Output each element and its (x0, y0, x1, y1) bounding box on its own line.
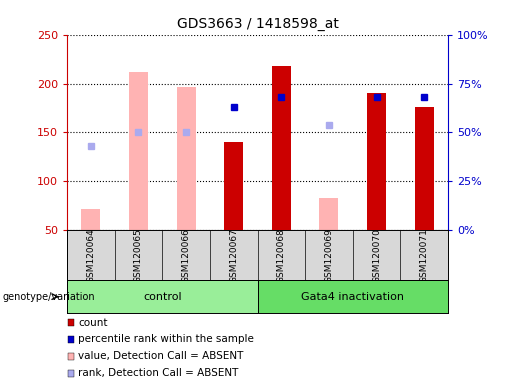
Text: GDS3663 / 1418598_at: GDS3663 / 1418598_at (177, 17, 338, 31)
Text: GSM120067: GSM120067 (229, 228, 238, 283)
Bar (68, 353, 74, 360)
Bar (68, 319, 74, 326)
Bar (224, 142, 243, 230)
Bar (367, 93, 386, 230)
Text: GSM120066: GSM120066 (182, 228, 191, 283)
Text: GSM120069: GSM120069 (324, 228, 333, 283)
Text: GSM120068: GSM120068 (277, 228, 286, 283)
Bar (81, 209, 100, 230)
Text: GSM120071: GSM120071 (420, 228, 428, 283)
Bar (272, 66, 291, 230)
Text: GSM120064: GSM120064 (87, 228, 95, 283)
Bar (68, 336, 74, 343)
Text: count: count (78, 318, 108, 328)
Bar (67, 280, 258, 313)
Bar (319, 198, 338, 230)
Bar (415, 107, 434, 230)
Text: GSM120065: GSM120065 (134, 228, 143, 283)
Text: rank, Detection Call = ABSENT: rank, Detection Call = ABSENT (78, 368, 238, 378)
Text: GSM120070: GSM120070 (372, 228, 381, 283)
Text: percentile rank within the sample: percentile rank within the sample (78, 334, 254, 344)
Text: control: control (143, 291, 182, 302)
Bar (258, 280, 448, 313)
Bar (68, 370, 74, 377)
Bar (177, 88, 196, 230)
Text: Gata4 inactivation: Gata4 inactivation (301, 291, 404, 302)
Text: value, Detection Call = ABSENT: value, Detection Call = ABSENT (78, 351, 244, 361)
Text: genotype/variation: genotype/variation (3, 291, 95, 302)
Bar (129, 72, 148, 230)
